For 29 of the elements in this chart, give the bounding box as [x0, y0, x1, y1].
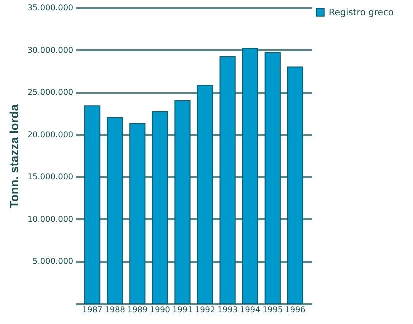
bar — [174, 100, 191, 304]
y-tick-label: 35.000.000 — [28, 4, 74, 12]
bar — [152, 112, 168, 304]
bar — [264, 52, 281, 304]
x-tick-label: 1995 — [262, 306, 284, 314]
bar — [242, 48, 258, 304]
x-tick-label: 1993 — [218, 306, 238, 314]
y-tick-label: 25.000.000 — [28, 88, 74, 98]
legend-label: Registro greco — [329, 8, 394, 18]
x-tick-label: 1992 — [195, 306, 216, 314]
bar — [107, 117, 124, 304]
y-axis-title: Tonn. stazza lorda — [8, 104, 22, 208]
x-tick-label: 1994 — [240, 306, 261, 314]
y-tick-label: 20.000.000 — [28, 130, 74, 140]
x-tick-label: 1987 — [82, 306, 103, 314]
y-tick-label: 30.000.000 — [28, 46, 74, 55]
bar — [220, 56, 236, 304]
x-tick-label: 1989 — [127, 306, 148, 314]
bar — [287, 66, 304, 304]
y-tick-label: 5.000.000 — [32, 257, 74, 266]
y-tick-label: 15.000.000 — [28, 172, 74, 182]
bar — [197, 85, 214, 304]
x-tick-label: 1988 — [104, 306, 126, 314]
bar — [130, 123, 146, 304]
bar — [84, 106, 101, 304]
x-tick-label: 1990 — [150, 306, 170, 314]
y-tick-label: 10.000.000 — [28, 214, 74, 224]
x-tick-label: 1991 — [172, 306, 193, 314]
x-tick-label: 1996 — [285, 306, 306, 314]
